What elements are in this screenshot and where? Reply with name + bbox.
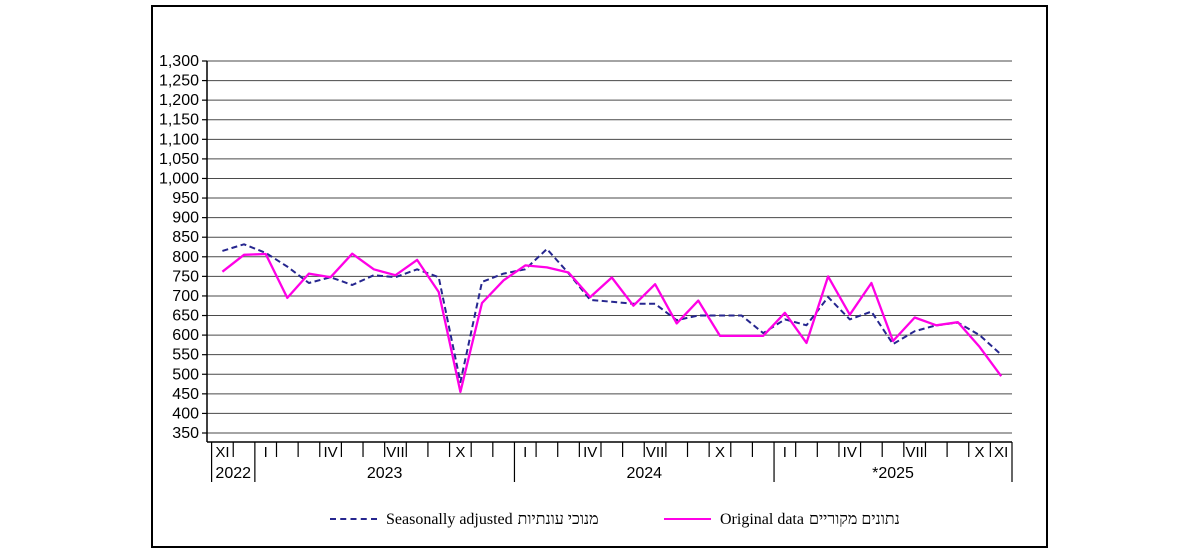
y-tick-label: 850: [172, 229, 199, 246]
y-tick-label: 700: [172, 288, 199, 305]
year-label: 2023: [367, 465, 403, 482]
month-tick-label: I: [523, 444, 527, 461]
y-tick-label: 600: [172, 327, 199, 344]
y-tick-label: 1,200: [159, 92, 199, 109]
month-tick-label: I: [783, 444, 787, 461]
y-tick-label: 450: [172, 386, 199, 403]
month-tick-label: X: [455, 444, 465, 461]
year-label: *2025: [872, 465, 914, 482]
y-tick-label: 1,150: [159, 112, 199, 129]
month-tick-label: X: [715, 444, 725, 461]
y-tick-label: 900: [172, 210, 199, 227]
month-tick-label: XI: [215, 444, 229, 461]
y-tick-label: 650: [172, 308, 199, 325]
y-tick-label: 950: [172, 190, 199, 207]
year-label: 2024: [626, 465, 662, 482]
y-tick-label: 500: [172, 366, 199, 383]
month-tick-label: X: [975, 444, 985, 461]
series-line-seasonally-adjusted: [222, 243, 1002, 384]
month-tick-label: VII: [646, 444, 664, 461]
month-tick-label: IV: [843, 444, 857, 461]
month-tick-label: XI: [994, 444, 1008, 461]
y-tick-label: 1,100: [159, 131, 199, 148]
y-tick-label: 1,050: [159, 151, 199, 168]
y-tick-label: 1,300: [159, 53, 199, 70]
month-tick-label: I: [264, 444, 268, 461]
y-tick-label: 400: [172, 405, 199, 422]
series-line-original-data: [221, 252, 1003, 394]
month-tick-label: VII: [905, 444, 923, 461]
y-tick-label: 350: [172, 425, 199, 442]
y-tick-label: 1,000: [159, 170, 199, 187]
y-tick-label: 1,250: [159, 73, 199, 90]
year-label: 2022: [215, 465, 251, 482]
y-tick-label: 800: [172, 249, 199, 266]
month-tick-label: IV: [323, 444, 337, 461]
month-tick-label: VII: [386, 444, 404, 461]
y-tick-label: 550: [172, 347, 199, 364]
month-tick-label: IV: [583, 444, 597, 461]
y-tick-label: 750: [172, 268, 199, 285]
